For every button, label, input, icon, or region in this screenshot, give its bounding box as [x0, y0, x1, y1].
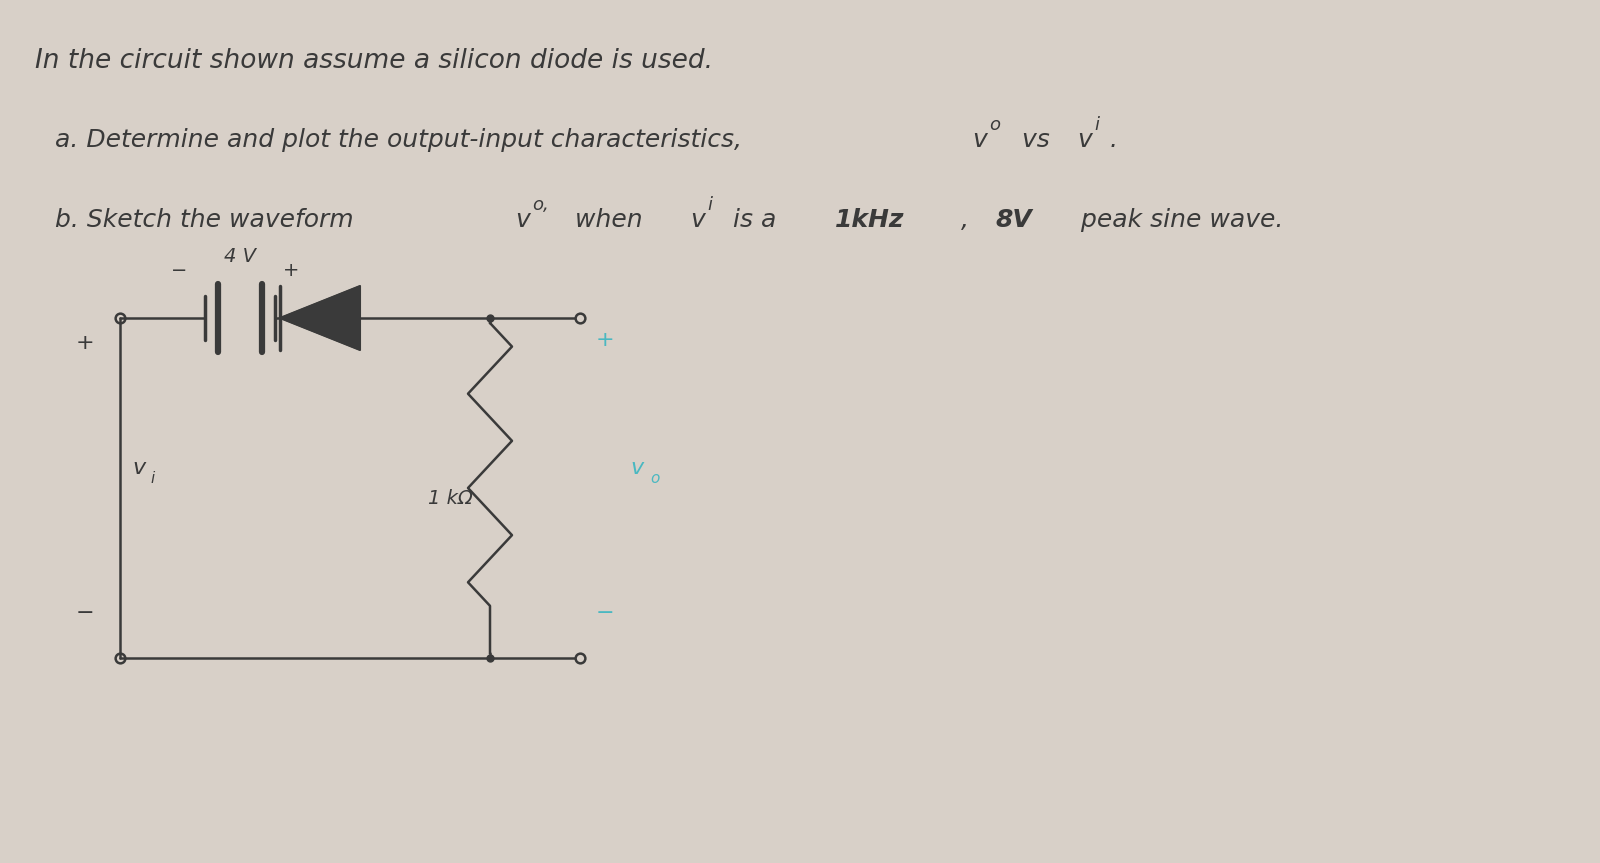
Text: v: v — [973, 128, 987, 152]
Text: i: i — [707, 196, 712, 214]
Text: a. Determine and plot the output-input characteristics,: a. Determine and plot the output-input c… — [54, 128, 750, 152]
Text: vs: vs — [1014, 128, 1058, 152]
Text: .: . — [1110, 128, 1118, 152]
Text: o,: o, — [531, 196, 549, 214]
Text: o: o — [650, 470, 659, 486]
Text: 1kHz: 1kHz — [835, 208, 904, 232]
Text: o: o — [989, 116, 1000, 134]
Text: +: + — [283, 261, 299, 280]
Text: peak sine wave.: peak sine wave. — [1074, 208, 1283, 232]
Text: b. Sketch the waveform: b. Sketch the waveform — [54, 208, 362, 232]
Text: −: − — [171, 261, 187, 280]
Text: is a: is a — [725, 208, 784, 232]
Text: v: v — [690, 208, 704, 232]
Polygon shape — [280, 286, 360, 350]
Text: ,: , — [954, 208, 978, 232]
Text: 8V: 8V — [995, 208, 1032, 232]
Text: +: + — [595, 330, 614, 350]
Text: v: v — [630, 458, 643, 478]
Text: −: − — [595, 603, 614, 623]
Text: v: v — [131, 458, 146, 478]
Text: 4 V: 4 V — [224, 247, 256, 266]
Text: v: v — [1077, 128, 1091, 152]
Text: when: when — [566, 208, 651, 232]
Text: 1 kΩ: 1 kΩ — [429, 488, 472, 507]
Text: i: i — [150, 470, 154, 486]
Text: v: v — [515, 208, 530, 232]
Text: −: − — [75, 603, 94, 623]
Text: i: i — [1094, 116, 1099, 134]
Text: +: + — [75, 333, 94, 353]
Text: In the circuit shown assume a silicon diode is used.: In the circuit shown assume a silicon di… — [35, 48, 714, 74]
